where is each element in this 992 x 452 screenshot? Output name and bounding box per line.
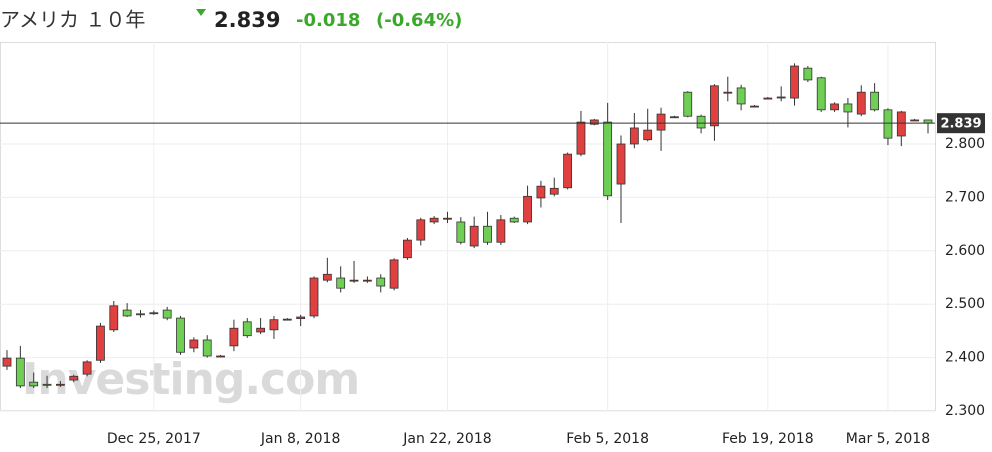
percent-change: (-0.64%) xyxy=(376,10,462,31)
x-tick-label: Feb 5, 2018 xyxy=(566,431,649,447)
candle-body xyxy=(122,309,132,317)
candle-body xyxy=(189,339,199,349)
candle-body xyxy=(256,327,266,333)
candle-body xyxy=(683,91,693,117)
candle-body xyxy=(549,187,559,195)
candle-body xyxy=(870,91,880,111)
candle-body xyxy=(669,116,679,119)
candle-body xyxy=(710,85,719,127)
candle-body xyxy=(830,103,839,111)
candle-body xyxy=(282,318,292,321)
candle-body xyxy=(336,277,346,289)
candle-body xyxy=(469,225,479,247)
x-tick-label: Jan 8, 2018 xyxy=(260,431,340,447)
candle-body xyxy=(229,327,239,347)
candle-body xyxy=(843,103,853,113)
candle-body xyxy=(483,225,492,243)
candle-body xyxy=(656,113,666,131)
candle-body xyxy=(896,111,906,137)
candle-body xyxy=(322,273,332,281)
candle-body xyxy=(643,129,653,141)
candle-body xyxy=(629,127,639,145)
candle-body xyxy=(750,105,759,108)
candle-body xyxy=(589,119,599,125)
candle-body xyxy=(496,219,506,243)
instrument-name: アメリカ １０年 xyxy=(0,8,145,32)
last-price-box xyxy=(937,113,985,134)
price-change: -0.018 xyxy=(296,10,360,31)
down-arrow xyxy=(196,9,206,16)
candle-body xyxy=(856,91,866,115)
candle-body xyxy=(242,321,252,337)
candle-body xyxy=(55,383,65,386)
candle-body xyxy=(362,279,372,282)
candle-body xyxy=(136,313,145,316)
candle-body xyxy=(723,91,733,94)
candle-body xyxy=(96,325,105,361)
last-price-label: 2.839 xyxy=(940,117,981,132)
candle-body xyxy=(416,219,426,241)
candle-body xyxy=(69,375,79,381)
candle-body xyxy=(15,357,25,387)
candle-body xyxy=(563,153,573,189)
candle-body xyxy=(296,316,306,320)
candle-body xyxy=(523,195,532,223)
candle-body xyxy=(576,121,586,155)
candle-body xyxy=(910,119,920,122)
candle-body xyxy=(443,217,452,220)
candle-body xyxy=(736,87,746,105)
candle-body xyxy=(536,185,546,199)
candle-body xyxy=(176,317,185,353)
candle-body xyxy=(816,77,826,111)
candle-body xyxy=(2,357,12,367)
candle-body xyxy=(162,309,172,319)
candle-body xyxy=(403,239,412,259)
y-tick-label: 2.700 xyxy=(945,189,985,205)
candle-body xyxy=(389,259,399,289)
x-tick-label: Feb 19, 2018 xyxy=(722,431,814,447)
candle-body xyxy=(603,121,613,197)
candle-body xyxy=(82,361,92,375)
candle-body xyxy=(202,339,212,357)
watermark: Investing.com xyxy=(22,354,359,405)
candle-body xyxy=(790,65,799,99)
candle-body xyxy=(216,355,225,358)
y-tick-label: 2.600 xyxy=(945,243,985,259)
candle-body xyxy=(429,217,439,223)
candle-body xyxy=(456,221,466,243)
y-tick-label: 2.300 xyxy=(945,403,985,419)
candle-body xyxy=(149,312,159,315)
candle-body xyxy=(309,277,319,317)
candle-body xyxy=(803,67,813,81)
x-tick-label: Mar 5, 2018 xyxy=(846,431,930,447)
y-tick-label: 2.800 xyxy=(945,136,985,152)
x-tick-label: Jan 22, 2018 xyxy=(402,431,491,447)
candle-body xyxy=(883,109,893,139)
last-price: 2.839 xyxy=(214,8,280,32)
candle-body xyxy=(616,143,626,185)
y-tick-label: 2.400 xyxy=(945,350,985,366)
x-tick-label: Dec 25, 2017 xyxy=(107,431,201,447)
candle-body xyxy=(376,277,386,287)
candle-body xyxy=(42,383,52,386)
candle-body xyxy=(349,279,359,282)
candle-body xyxy=(776,96,786,99)
candle-body xyxy=(696,115,706,129)
candle-body xyxy=(29,381,39,387)
candle-body xyxy=(109,305,119,331)
candle-body xyxy=(509,217,519,223)
candle-body xyxy=(269,319,279,331)
y-tick-label: 2.500 xyxy=(945,296,985,312)
candle-body xyxy=(763,97,773,100)
